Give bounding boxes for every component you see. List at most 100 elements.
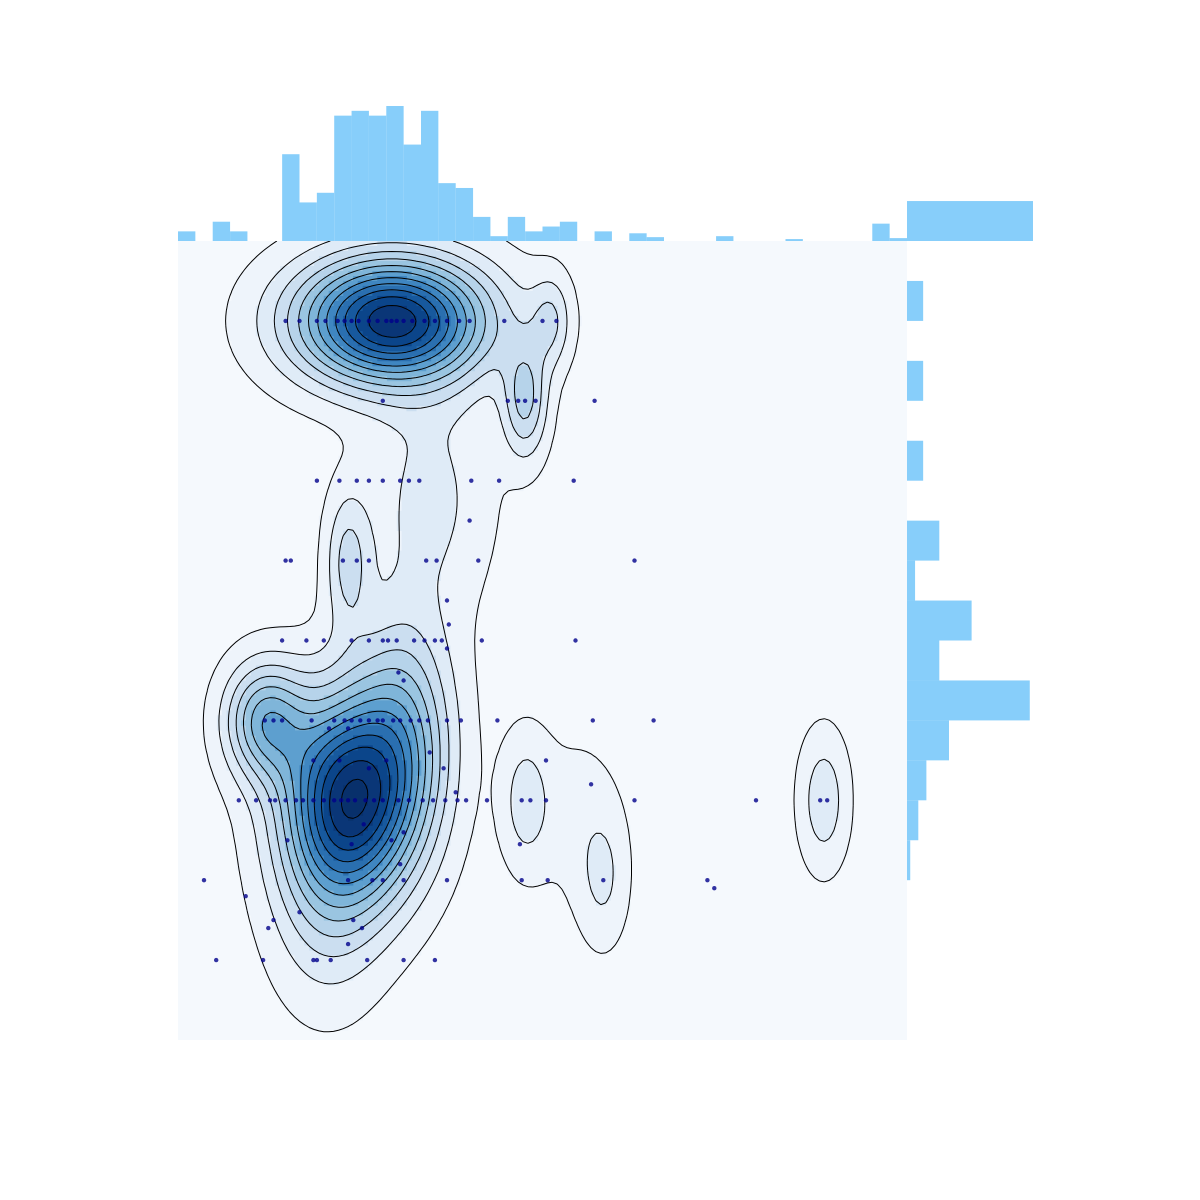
data-point xyxy=(337,478,342,483)
data-point xyxy=(349,842,354,847)
data-point xyxy=(380,878,385,883)
data-point xyxy=(345,798,351,803)
data-point xyxy=(533,398,538,403)
contour-line xyxy=(235,251,535,938)
data-point xyxy=(406,798,412,803)
data-point xyxy=(455,798,460,803)
data-point xyxy=(519,798,524,803)
contour-line xyxy=(227,242,559,958)
data-point xyxy=(443,798,448,803)
x-histogram-bar xyxy=(368,115,387,241)
data-point xyxy=(401,830,406,835)
x-marginal-histogram xyxy=(178,106,907,241)
data-point xyxy=(201,878,207,883)
data-point xyxy=(401,878,406,883)
y-histogram-bar xyxy=(907,360,924,401)
data-point xyxy=(517,842,523,847)
data-point xyxy=(366,318,372,324)
data-point xyxy=(314,478,320,483)
data-point xyxy=(543,798,549,803)
data-point xyxy=(389,318,394,324)
data-point xyxy=(818,798,823,803)
x-histogram-bar xyxy=(455,187,474,241)
data-point xyxy=(439,638,444,643)
x-histogram-bar xyxy=(490,236,508,241)
data-point xyxy=(495,718,500,723)
x-histogram-bar xyxy=(525,231,543,241)
contour-line xyxy=(307,283,450,874)
data-point xyxy=(479,638,484,643)
y-histogram-bar xyxy=(907,201,1033,241)
data-point xyxy=(342,718,347,723)
data-point xyxy=(712,886,717,891)
contour-line xyxy=(313,289,440,863)
y-histogram-bar xyxy=(907,280,924,321)
data-point xyxy=(420,798,425,803)
data-point xyxy=(571,478,576,483)
x-histogram-bar xyxy=(646,237,664,241)
data-point xyxy=(345,941,351,947)
data-point xyxy=(484,798,490,803)
data-point xyxy=(590,718,595,723)
contour-line xyxy=(341,778,369,819)
data-point xyxy=(321,638,326,643)
y-histogram-bar xyxy=(907,600,972,641)
data-point xyxy=(502,318,507,324)
data-point xyxy=(311,957,316,963)
x-histogram-bar xyxy=(299,202,317,241)
y-marginal-histogram xyxy=(907,201,1033,881)
data-point xyxy=(321,798,326,803)
data-point xyxy=(352,798,358,803)
data-point xyxy=(366,718,372,723)
density-band xyxy=(299,276,456,886)
data-point xyxy=(314,318,320,324)
data-point xyxy=(354,558,359,563)
data-point xyxy=(396,670,401,675)
data-point xyxy=(453,790,458,795)
data-point xyxy=(375,318,380,324)
data-point xyxy=(425,718,431,723)
data-point xyxy=(457,318,462,324)
data-point xyxy=(279,638,285,643)
density-band xyxy=(260,271,466,896)
data-point xyxy=(273,798,278,803)
x-histogram-bar xyxy=(438,183,456,241)
contour-line xyxy=(329,305,417,838)
data-point xyxy=(528,798,533,803)
data-point xyxy=(401,318,406,324)
contour-line xyxy=(261,271,467,896)
x-histogram-bar xyxy=(178,231,196,241)
contour-line xyxy=(202,241,854,1033)
data-point xyxy=(243,894,248,899)
y-histogram-bar xyxy=(907,720,949,761)
data-point xyxy=(356,318,361,324)
x-histogram-bar xyxy=(542,226,560,241)
data-point xyxy=(411,638,417,643)
data-point xyxy=(573,638,578,643)
data-point xyxy=(328,957,333,963)
contour-line xyxy=(243,258,486,922)
data-point xyxy=(380,638,385,643)
data-point xyxy=(417,718,422,723)
data-point xyxy=(394,638,399,643)
data-point xyxy=(297,910,302,915)
data-point xyxy=(540,318,545,324)
data-point xyxy=(401,957,406,963)
x-histogram-bar xyxy=(316,192,335,241)
data-point xyxy=(446,622,451,627)
data-point xyxy=(297,318,302,324)
data-point xyxy=(332,798,337,803)
data-point xyxy=(323,318,328,324)
data-point xyxy=(260,957,266,963)
data-point xyxy=(441,766,446,771)
data-point xyxy=(345,878,351,883)
data-point xyxy=(444,646,450,651)
data-point xyxy=(366,478,372,483)
data-point xyxy=(396,798,401,803)
data-point xyxy=(288,558,293,563)
x-histogram-bar xyxy=(230,231,248,241)
data-point xyxy=(543,758,549,763)
scatter-points xyxy=(201,318,830,963)
data-point xyxy=(444,718,450,723)
